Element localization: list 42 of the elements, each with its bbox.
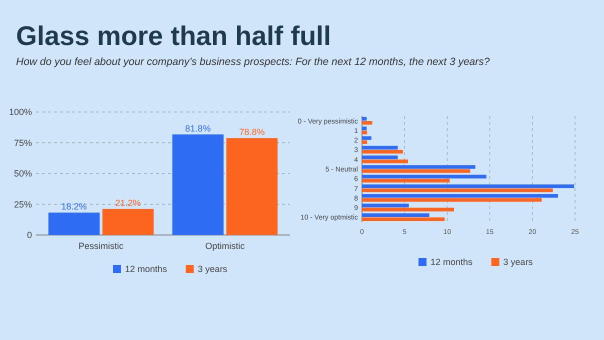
bar — [362, 217, 445, 222]
bar — [362, 169, 470, 173]
bar — [362, 198, 542, 202]
data-label: 78.8% — [239, 127, 265, 138]
bar — [362, 146, 398, 150]
x-tick-label: Pessimistic — [78, 241, 124, 251]
bar — [362, 184, 574, 188]
legend-label: 12 months — [430, 257, 474, 267]
y-tick-label: 100% — [8, 107, 32, 117]
bar — [362, 194, 558, 198]
bar — [362, 140, 368, 144]
bar — [362, 174, 486, 178]
y-tick-label: 75% — [14, 138, 32, 148]
bar — [226, 138, 278, 235]
bar — [362, 208, 454, 212]
bar — [172, 134, 224, 235]
legend-label: 12 months — [125, 264, 168, 274]
bar — [362, 213, 430, 217]
y-tick-label: 25% — [14, 199, 32, 210]
bar — [362, 204, 409, 208]
bar — [362, 126, 367, 130]
chart-subtitle: How do you feel about your company’s business prospects: For the next 12 months, the next 3 years? — [16, 56, 490, 68]
bar — [362, 136, 372, 140]
bar — [362, 121, 372, 125]
y-tick-label: 50% — [14, 168, 32, 178]
bar — [102, 208, 154, 235]
legend-label: 3 years — [198, 264, 228, 274]
bar — [362, 160, 408, 164]
data-label: 18.2% — [61, 202, 87, 212]
bar — [362, 130, 368, 134]
bar — [362, 165, 476, 169]
x-tick-label: Optimistic — [205, 241, 246, 251]
bar — [362, 178, 450, 182]
bar — [362, 188, 553, 192]
chart-title: Glass more than half full — [16, 21, 332, 51]
legend-label: 3 years — [503, 257, 534, 267]
bar — [362, 150, 403, 154]
bar — [362, 116, 367, 121]
bar — [362, 156, 398, 160]
data-label: 21.2% — [115, 198, 141, 208]
bar — [48, 212, 100, 235]
data-label: 81.8% — [185, 123, 211, 134]
